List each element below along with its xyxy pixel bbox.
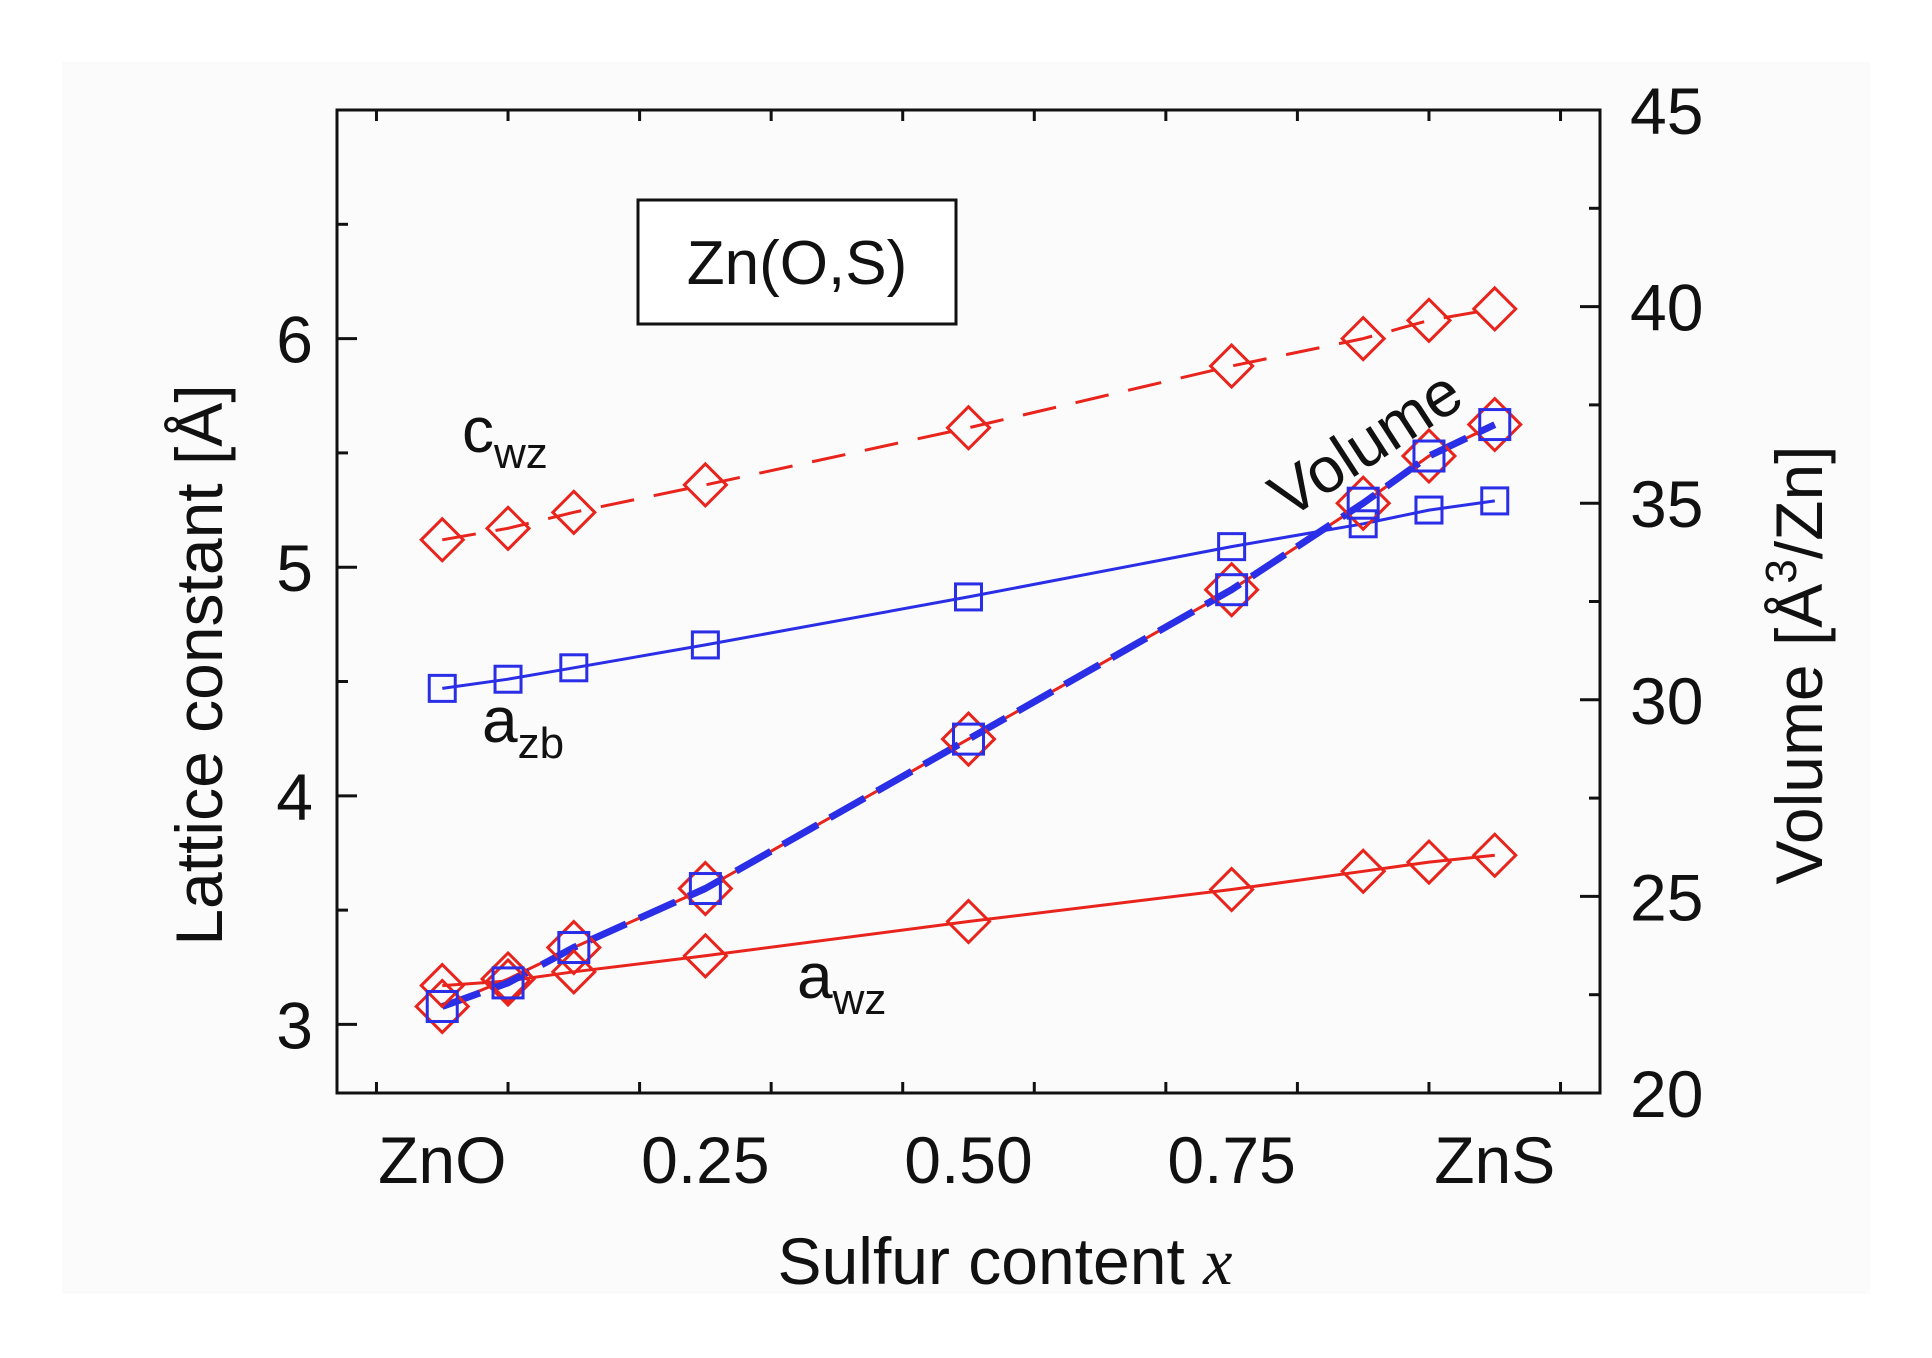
marker-volume-zb	[1346, 486, 1380, 520]
y2-axis-title-prefix: Volume [Å	[1762, 584, 1836, 885]
y2-axis-title-sup: 3	[1757, 559, 1806, 583]
series-label-c-wz-sub: wz	[493, 429, 548, 478]
series-label-a-zb-main: a	[482, 684, 518, 756]
y-axis-tick-label: 5	[276, 531, 313, 605]
series-markers	[414, 285, 1523, 1035]
marker-a-zb	[1414, 495, 1444, 525]
inset-title: Zn(O,S)	[687, 229, 907, 298]
figure-background	[62, 62, 1870, 1294]
y2-axis-tick-label: 25	[1630, 860, 1703, 934]
marker-a-wz	[1471, 832, 1518, 879]
marker-volume-zb	[1478, 408, 1512, 442]
marker-volume-zb	[1215, 573, 1249, 607]
x-axis-title-text: Sulfur content	[778, 1224, 1185, 1298]
y2-axis-tick-label: 35	[1630, 467, 1703, 541]
marker-a-zb	[1217, 532, 1247, 562]
y-axis-tick-label: 4	[276, 760, 313, 834]
series-lines	[441, 307, 1497, 1010]
marker-c-wz	[682, 461, 729, 509]
x-axis-tick-label: 0.25	[641, 1123, 769, 1197]
series-label-a-wz-main: a	[797, 940, 833, 1012]
marker-volume-wz	[414, 978, 471, 1035]
marker-c-wz	[484, 505, 532, 552]
y-axis-title: Lattice constant [Å]	[162, 384, 236, 945]
y2-axis-tick-label: 20	[1630, 1057, 1703, 1131]
marker-c-wz	[945, 404, 992, 451]
marker-volume-wz	[479, 950, 537, 1008]
inset-title-box	[636, 198, 958, 326]
y2-axis-title-suffix: /Zn]	[1762, 445, 1836, 559]
marker-a-wz	[419, 962, 466, 1009]
marker-a-zb	[427, 673, 457, 703]
y2-axis-tick-label: 40	[1630, 271, 1703, 345]
series-label-c-wz: cwz	[462, 394, 548, 478]
marker-c-wz	[1471, 285, 1518, 333]
x-axis-tick-label: ZnS	[1434, 1123, 1555, 1197]
marker-a-wz	[682, 932, 729, 979]
x-axis-tick-label: ZnO	[378, 1123, 506, 1197]
marker-volume-zb	[1412, 439, 1446, 473]
marker-volume-wz	[677, 860, 734, 917]
marker-volume-zb	[952, 722, 985, 756]
series-label-a-zb-sub: zb	[518, 719, 564, 768]
marker-volume-wz	[1335, 475, 1392, 532]
marker-a-wz	[1340, 848, 1387, 895]
series-line-c-wz	[442, 307, 1496, 542]
series-line-volume-zb	[441, 421, 1497, 1010]
y-axis-tick-label: 3	[276, 988, 313, 1062]
y2-axis-tick-label: 30	[1630, 664, 1703, 738]
marker-a-zb	[1480, 486, 1510, 516]
marker-a-zb	[493, 664, 523, 694]
y2-axis-tick-label: 45	[1630, 74, 1703, 148]
marker-c-wz	[1405, 297, 1453, 344]
x-axis-title: Sulfur content x	[778, 1224, 1233, 1299]
marker-a-zb	[1348, 509, 1378, 539]
x-axis-tick-label: 0.50	[904, 1123, 1032, 1197]
marker-volume-zb	[491, 966, 525, 1000]
marker-c-wz	[1208, 342, 1255, 390]
marker-a-zb	[954, 582, 983, 612]
marker-a-wz	[945, 898, 992, 945]
marker-volume-zb	[425, 989, 459, 1023]
x-axis-tick-label: 0.75	[1167, 1123, 1295, 1197]
marker-c-wz	[419, 516, 466, 563]
series-label-a-wz-sub: wz	[832, 975, 887, 1024]
marker-volume-zb	[557, 931, 591, 965]
marker-volume-wz	[545, 919, 602, 976]
y-axis-tick-label: 6	[276, 303, 313, 377]
marker-a-wz	[1208, 866, 1255, 913]
marker-a-zb	[559, 653, 589, 683]
marker-c-wz	[550, 489, 597, 536]
marker-a-zb	[690, 630, 720, 660]
series-line-a-wz	[442, 853, 1495, 988]
series-label-c-wz-main: c	[462, 394, 494, 466]
marker-volume-wz	[1203, 561, 1260, 618]
marker-c-wz	[1340, 315, 1387, 362]
series-label-a-wz: awz	[797, 940, 886, 1024]
marker-volume-wz	[1400, 427, 1458, 485]
marker-volume-wz	[1466, 396, 1523, 453]
y2-axis-title: Volume [Å3/Zn]	[1757, 445, 1836, 884]
marker-volume-zb	[688, 872, 722, 906]
marker-a-wz	[550, 948, 597, 995]
series-line-a-zb	[442, 499, 1496, 690]
marker-a-wz	[1405, 838, 1453, 886]
marker-volume-wz	[940, 710, 997, 768]
x-axis-title-var: x	[1202, 1226, 1232, 1299]
series-label-a-zb: azb	[482, 684, 564, 768]
